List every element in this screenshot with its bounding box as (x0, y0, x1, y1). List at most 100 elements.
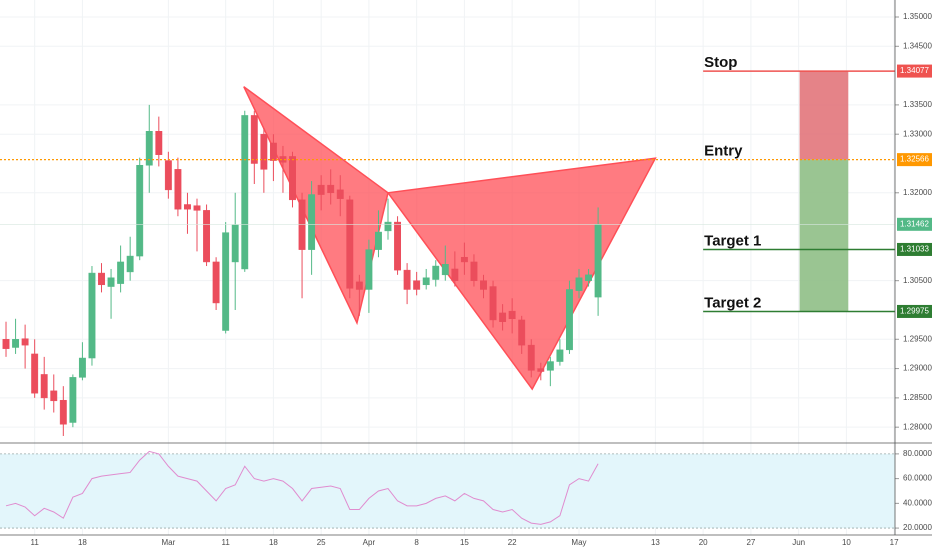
price-label: 1.34077 (900, 66, 929, 75)
last-price-label: 1.31462 (900, 219, 929, 228)
x-tick-label: 20 (699, 538, 708, 547)
level-label: Stop (704, 54, 737, 71)
candle-body (556, 349, 564, 362)
candle-body (384, 221, 392, 232)
candle-body (117, 261, 125, 284)
y-tick-label: 1.35000 (903, 12, 932, 21)
risk-box (799, 71, 849, 160)
candle-body (40, 374, 48, 399)
candle-body (508, 310, 516, 320)
candle-body (317, 184, 325, 195)
candle-body (174, 169, 182, 210)
candle-body (222, 232, 230, 331)
y-tick-label: 1.29500 (903, 334, 932, 343)
y-tick-label: 40.0000 (903, 498, 932, 507)
x-tick-label: 11 (222, 538, 231, 547)
candle-body (537, 368, 545, 372)
price-label: 1.32566 (900, 155, 929, 164)
candle-body (422, 277, 430, 286)
candle-body (432, 265, 440, 280)
x-tick-label: 15 (460, 538, 469, 547)
candle-body (527, 344, 535, 371)
x-tick-label: 18 (269, 538, 278, 547)
candle-body (365, 249, 373, 290)
x-tick-label: 11 (31, 538, 40, 547)
x-tick-label: 8 (414, 538, 419, 547)
candle-body (451, 268, 459, 281)
level-label: Target 1 (704, 232, 761, 249)
pattern-triangle (386, 157, 657, 391)
candle-body (231, 224, 239, 263)
candle-body (250, 115, 258, 164)
price-label: 1.31033 (900, 245, 929, 254)
x-tick-label: Apr (363, 538, 376, 547)
candle-body (441, 264, 449, 276)
candle-body (470, 261, 478, 281)
candle-body (336, 189, 344, 199)
candle-body (212, 261, 220, 304)
x-tick-label: 27 (746, 538, 755, 547)
candle-body (241, 115, 249, 270)
price-label-box (897, 304, 932, 318)
price-label: 1.29975 (900, 307, 929, 316)
candle-body (413, 280, 421, 290)
candle-body (78, 357, 86, 378)
candle-body (394, 221, 402, 271)
candle-body (403, 269, 411, 290)
x-tick-label: 22 (508, 538, 517, 547)
candle-body (164, 160, 172, 191)
y-tick-label: 1.33000 (903, 129, 932, 138)
candle-body (585, 274, 592, 281)
candle-body (136, 164, 144, 257)
y-tick-label: 80.0000 (903, 449, 932, 458)
y-tick-label: 1.29000 (903, 364, 932, 373)
candle-body (193, 205, 201, 211)
candle-body (155, 131, 163, 155)
candle-body (575, 277, 583, 291)
last-price-box (897, 217, 932, 231)
candle-body (489, 286, 497, 321)
candle-body (50, 390, 58, 402)
y-tick-label: 1.28000 (903, 422, 932, 431)
candle-body (88, 272, 96, 359)
x-tick-label: Jun (792, 538, 805, 547)
candle-body (2, 339, 10, 349)
candle-body (269, 142, 277, 161)
x-tick-label: 25 (317, 538, 326, 547)
candle-body (480, 280, 487, 290)
candle-body (279, 156, 287, 163)
candle-body (21, 338, 29, 346)
candle-body (98, 272, 105, 286)
x-tick-label: May (571, 538, 586, 547)
candle-body (594, 224, 602, 298)
candle-body (346, 199, 354, 289)
candle-body (375, 231, 382, 250)
candle-body (327, 184, 335, 194)
candle-body (184, 204, 191, 210)
x-tick-label: 13 (651, 538, 660, 547)
x-tick-label: 17 (890, 538, 899, 547)
candle-body (145, 131, 153, 166)
band-fill (0, 453, 895, 529)
candle-body (126, 255, 134, 273)
candle-body (59, 399, 67, 425)
candle-body (565, 289, 573, 351)
candle-body (12, 339, 20, 348)
x-tick-label: 10 (842, 538, 851, 547)
reward-box (799, 159, 849, 312)
x-tick-label: 18 (78, 538, 87, 547)
y-tick-label: 60.0000 (903, 474, 932, 483)
price-label-box (897, 242, 932, 256)
candle-body (546, 361, 554, 371)
indicator-line (5, 450, 599, 525)
candle-body (289, 156, 296, 201)
candle-body (260, 133, 268, 170)
level-label: Target 2 (704, 294, 761, 311)
candle-body (308, 194, 316, 250)
y-tick-label: 1.32000 (903, 188, 932, 197)
candle-body (203, 210, 211, 263)
candle-body (298, 199, 306, 250)
level-label: Entry (704, 143, 743, 160)
candle-body (499, 312, 507, 322)
